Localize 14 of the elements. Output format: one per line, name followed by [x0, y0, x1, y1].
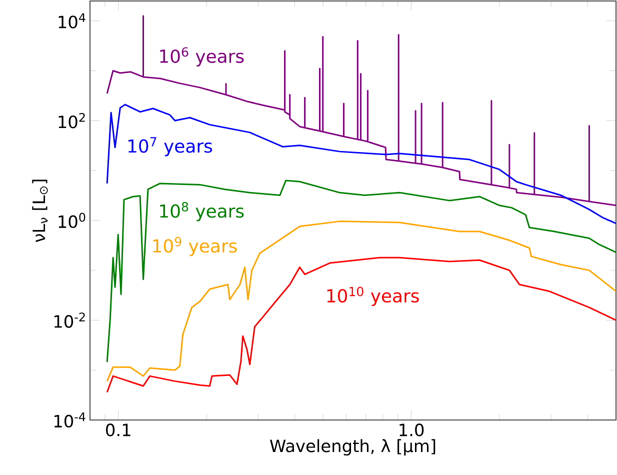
x-tick-label: 1.0: [400, 424, 424, 436]
x-axis-title: Wavelength, λ [μm]: [270, 439, 436, 456]
y-axis-title: νL$_{ν}$ [L$_{⊙}$]: [32, 180, 48, 242]
series-label: 10$^{10}$ years: [327, 286, 419, 306]
series-label: 10$^{8}$ years: [160, 202, 244, 222]
series-label: 10$^{6}$ years: [160, 47, 244, 66]
y-tick-label: 10$^{-4}$: [54, 412, 86, 428]
y-tick-label: 10$^{4}$: [58, 13, 86, 28]
y-tick-label: 10$^{0}$: [58, 212, 86, 228]
series-label: 10$^{9}$ years: [153, 236, 237, 256]
x-tick-label: 0.1: [106, 424, 130, 436]
y-tick-label: 10$^{2}$: [58, 112, 85, 128]
y-tick-label: 10$^{-2}$: [54, 312, 85, 328]
series-label: 10$^{7}$ years: [128, 137, 212, 156]
